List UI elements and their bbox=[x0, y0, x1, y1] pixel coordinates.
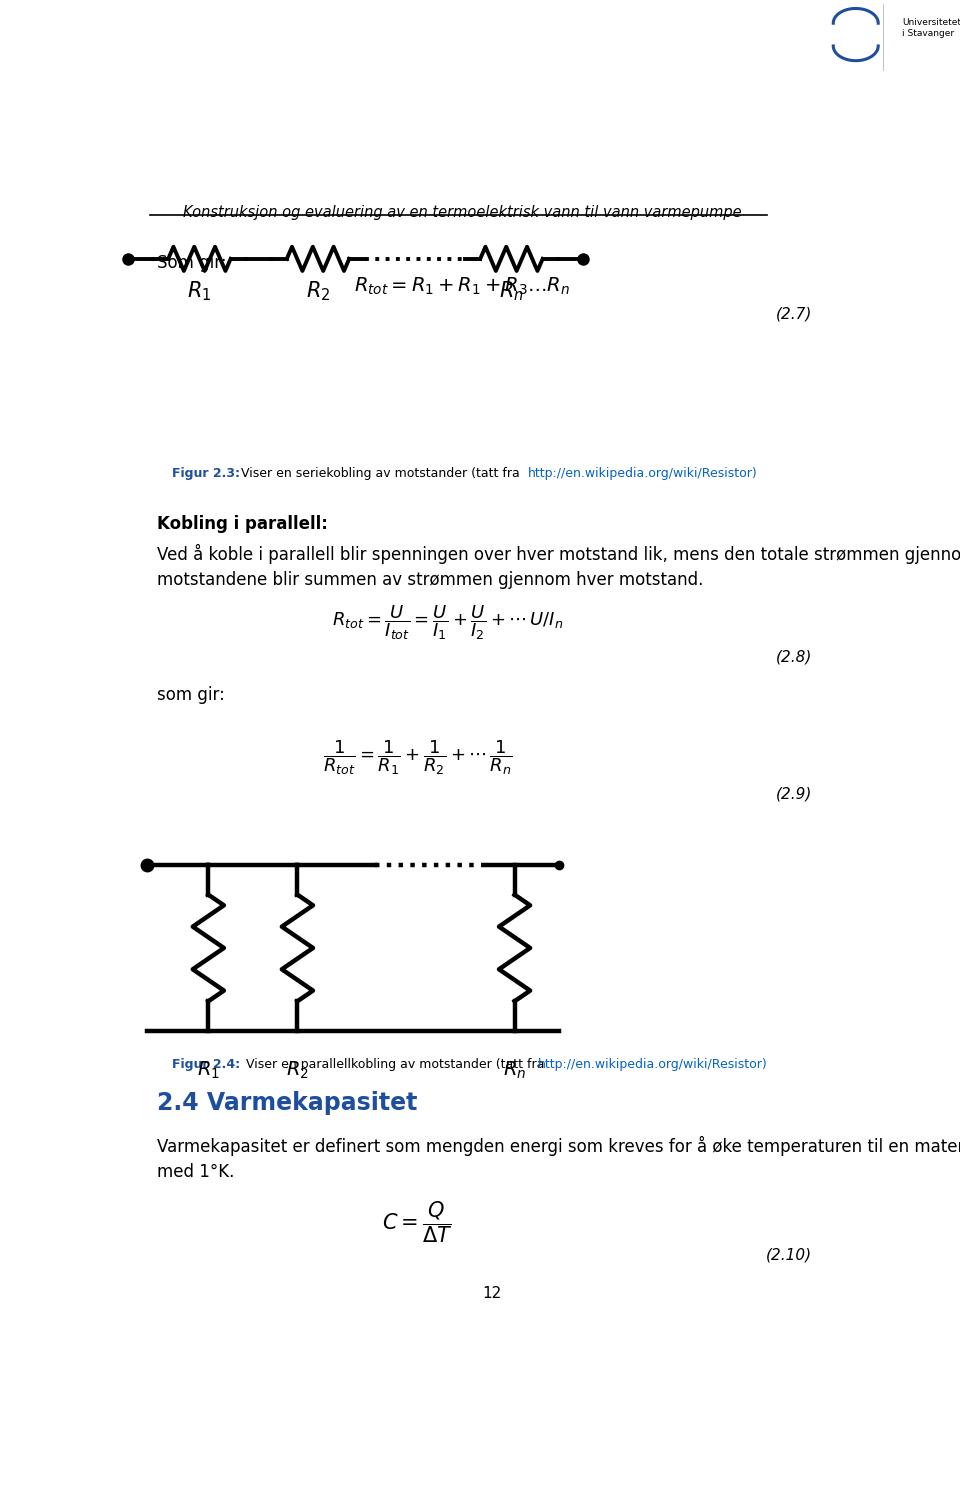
Text: Viser en seriekobling av motstander (tatt fra: Viser en seriekobling av motstander (tat… bbox=[241, 467, 523, 480]
Text: 12: 12 bbox=[482, 1286, 502, 1301]
Text: Figur 2.3:: Figur 2.3: bbox=[172, 467, 245, 480]
Text: http://en.wikipedia.org/wiki/Resistor): http://en.wikipedia.org/wiki/Resistor) bbox=[528, 467, 757, 480]
Text: $R_2$: $R_2$ bbox=[286, 1059, 309, 1081]
Text: $R_n$: $R_n$ bbox=[503, 1059, 526, 1081]
Text: (2.9): (2.9) bbox=[776, 787, 812, 801]
Text: (2.10): (2.10) bbox=[766, 1248, 812, 1262]
Text: (2.7): (2.7) bbox=[776, 306, 812, 321]
Text: motstandene blir summen av strømmen gjennom hver motstand.: motstandene blir summen av strømmen gjen… bbox=[157, 571, 704, 589]
Text: som gir:: som gir: bbox=[157, 686, 225, 703]
Text: 2.4 Varmekapasitet: 2.4 Varmekapasitet bbox=[157, 1091, 418, 1115]
Text: $R_{tot} = \dfrac{U}{I_{tot}} = \dfrac{U}{I_1} + \dfrac{U}{I_2} + \cdots\, U/I_n: $R_{tot} = \dfrac{U}{I_{tot}} = \dfrac{U… bbox=[331, 604, 564, 642]
Text: Universitetet
i Stavanger: Universitetet i Stavanger bbox=[901, 18, 960, 37]
Text: Kobling i parallell:: Kobling i parallell: bbox=[157, 515, 328, 532]
Text: $R_n$: $R_n$ bbox=[499, 280, 524, 303]
Text: $R_{tot} = R_1 + R_1 + R_3 \ldots R_n$: $R_{tot} = R_1 + R_1 + R_3 \ldots R_n$ bbox=[354, 275, 570, 297]
Text: Varmekapasitet er definert som mengden energi som kreves for å øke temperaturen : Varmekapasitet er definert som mengden e… bbox=[157, 1136, 960, 1155]
Text: med 1°K.: med 1°K. bbox=[157, 1163, 234, 1181]
Text: $C = \dfrac{Q}{\Delta T}$: $C = \dfrac{Q}{\Delta T}$ bbox=[382, 1200, 453, 1246]
Text: Viser en parallellkobling av motstander (tatt fra: Viser en parallellkobling av motstander … bbox=[247, 1057, 549, 1071]
Text: Konstruksjon og evaluering av en termoelektrisk vann til vann varmepumpe: Konstruksjon og evaluering av en termoel… bbox=[183, 205, 741, 220]
Text: (2.8): (2.8) bbox=[776, 650, 812, 665]
Text: $\dfrac{1}{R_{tot}} = \dfrac{1}{R_1} + \dfrac{1}{R_2} + \cdots\, \dfrac{1}{R_n}$: $\dfrac{1}{R_{tot}} = \dfrac{1}{R_1} + \… bbox=[323, 739, 513, 778]
Text: $R_1$: $R_1$ bbox=[187, 280, 211, 303]
Text: Ved å koble i parallell blir spenningen over hver motstand lik, mens den totale : Ved å koble i parallell blir spenningen … bbox=[157, 544, 960, 564]
Text: $R_1$: $R_1$ bbox=[197, 1059, 220, 1081]
Text: $R_2$: $R_2$ bbox=[306, 280, 330, 303]
Text: Figur 2.4:: Figur 2.4: bbox=[172, 1057, 245, 1071]
Text: Som gir:: Som gir: bbox=[157, 254, 227, 272]
Text: http://en.wikipedia.org/wiki/Resistor): http://en.wikipedia.org/wiki/Resistor) bbox=[539, 1057, 768, 1071]
